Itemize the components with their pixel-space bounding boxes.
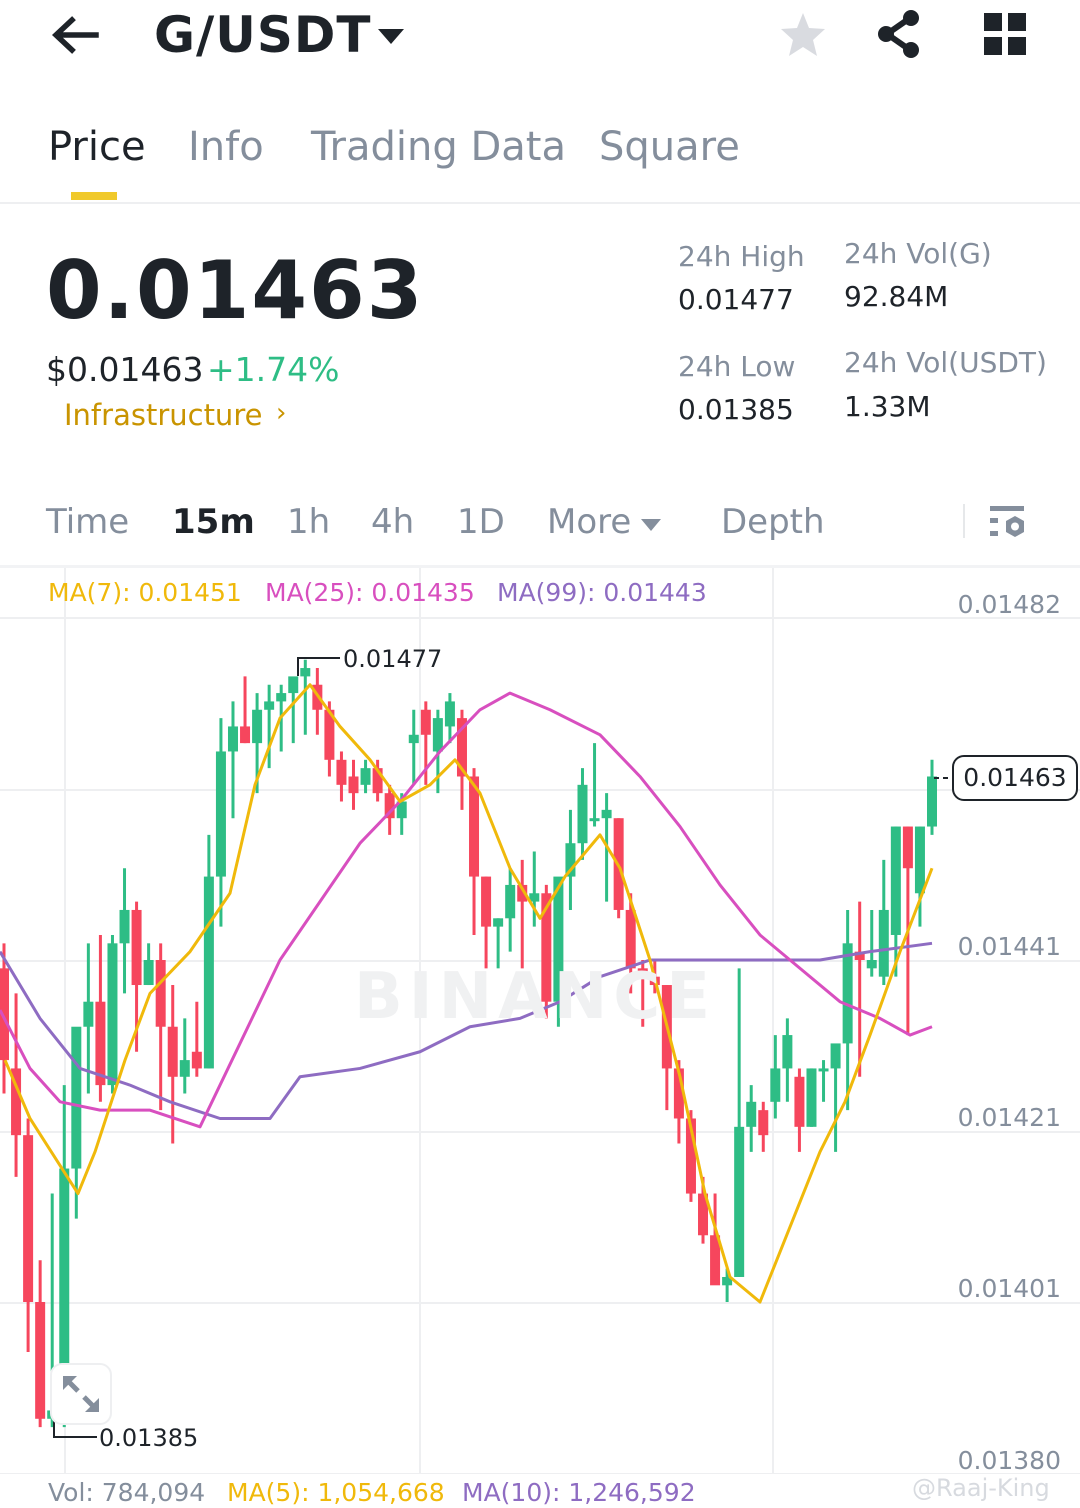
- interval-1h[interactable]: 1h: [287, 502, 331, 542]
- interval-4h[interactable]: 4h: [371, 502, 415, 542]
- ma25-legend: MA(25): 0.01435: [265, 578, 475, 607]
- vol-base-value: 92.84M: [844, 280, 949, 313]
- tab-trading-data[interactable]: Trading Data: [311, 124, 566, 170]
- candlestick-chart[interactable]: [0, 568, 1080, 1474]
- back-arrow-icon: [51, 16, 99, 54]
- volume-legend: Vol: 784,094: [48, 1478, 206, 1507]
- tab-square[interactable]: Square: [599, 124, 740, 170]
- grid-icon[interactable]: [984, 13, 1026, 55]
- divider: [963, 504, 965, 538]
- expand-chart-button[interactable]: [50, 1363, 112, 1425]
- high-value: 0.01477: [678, 283, 794, 316]
- credit-watermark: @Raaj-King: [912, 1474, 1050, 1502]
- volume-ma5-legend: MA(5): 1,054,668: [227, 1478, 445, 1507]
- current-price-tag[interactable]: 0.01463: [952, 755, 1078, 801]
- interval-15m[interactable]: 15m: [172, 502, 255, 542]
- interval-1d[interactable]: 1D: [457, 502, 505, 542]
- y-axis-label: 0.01421: [957, 1103, 1061, 1132]
- tab-price[interactable]: Price: [48, 124, 146, 170]
- interval-time[interactable]: Time: [46, 502, 130, 542]
- y-axis-label: 0.01482: [957, 590, 1061, 619]
- last-price: 0.01463: [46, 244, 425, 337]
- y-axis-label: 0.01441: [957, 932, 1061, 961]
- caret-down-icon[interactable]: [640, 518, 662, 532]
- vol-quote-value: 1.33M: [844, 390, 931, 423]
- top-bar: G/USDT: [0, 0, 1080, 80]
- star-icon[interactable]: [778, 10, 828, 60]
- low-label: 24h Low: [678, 350, 796, 383]
- tab-info[interactable]: Info: [188, 124, 264, 170]
- chevron-right-icon[interactable]: ›: [276, 398, 287, 428]
- interval-more[interactable]: More: [547, 502, 632, 542]
- high-marker-label: 0.01477: [343, 645, 443, 673]
- watermark: BINANCE: [354, 960, 716, 1034]
- chart-settings-icon[interactable]: [988, 504, 1028, 544]
- low-marker-label: 0.01385: [99, 1424, 199, 1452]
- ma99-legend: MA(99): 0.01443: [497, 578, 707, 607]
- interval-depth[interactable]: Depth: [721, 502, 825, 542]
- share-icon[interactable]: [874, 8, 924, 60]
- caret-down-icon[interactable]: [376, 26, 406, 46]
- pair-title[interactable]: G/USDT: [154, 6, 372, 64]
- active-tab-indicator: [71, 192, 117, 200]
- change-percent: +1.74%: [207, 350, 340, 389]
- expand-icon: [63, 1376, 99, 1412]
- y-axis-label: 0.01380: [957, 1446, 1061, 1475]
- vol-quote-label: 24h Vol(USDT): [844, 346, 1047, 379]
- volume-ma10-legend: MA(10): 1,246,592: [462, 1478, 696, 1507]
- interval-bar: Time 15m 1h 4h 1D More Depth: [0, 490, 1080, 568]
- tab-bar: Price Info Trading Data Square: [0, 112, 1080, 204]
- high-label: 24h High: [678, 240, 805, 273]
- back-button[interactable]: [50, 12, 100, 58]
- y-axis-label: 0.01401: [957, 1274, 1061, 1303]
- low-value: 0.01385: [678, 393, 794, 426]
- usd-price: $0.01463: [46, 350, 204, 389]
- ma7-legend: MA(7): 0.01451: [48, 578, 242, 607]
- vol-base-label: 24h Vol(G): [844, 237, 992, 270]
- sector-link[interactable]: Infrastructure: [64, 398, 263, 432]
